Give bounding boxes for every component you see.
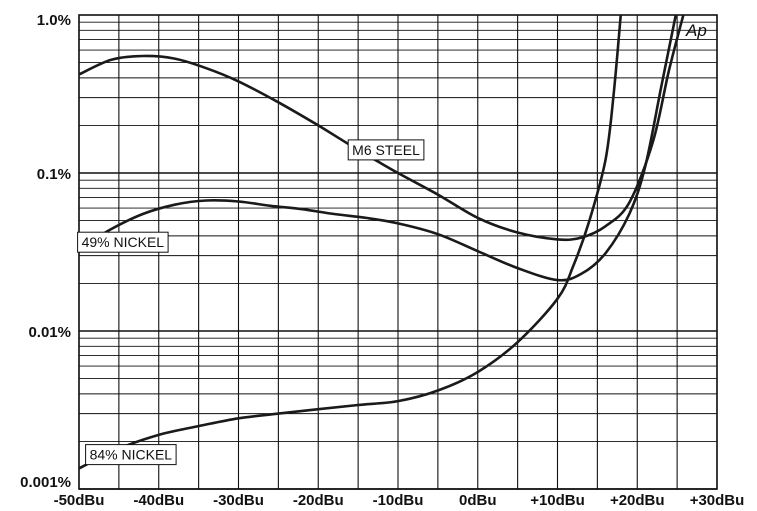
series-line-49-nickel	[79, 15, 678, 282]
series-label-49-nickel: 49% NICKEL	[77, 231, 169, 253]
x-tick-label: +30dBu	[690, 492, 745, 509]
x-tick-label: -20dBu	[293, 492, 344, 509]
series-label-box	[85, 444, 177, 466]
x-tick-label: -30dBu	[213, 492, 264, 509]
y-tick-label: 0.001%	[20, 474, 71, 491]
x-tick-label: -50dBu	[54, 492, 105, 509]
series-line-84-nickel	[79, 15, 623, 470]
x-tick-label: +10dBu	[530, 492, 585, 509]
series-label-84-nickel: 84% NICKEL	[85, 444, 177, 466]
grid-lines	[78, 15, 718, 490]
series-label-text: 84% NICKEL	[90, 447, 173, 463]
y-axis-tick-labels: 1.0% 0.1% 0.01% 0.001%	[20, 12, 71, 491]
series-labels: M6 STEEL 49% NICKEL 84% NICKEL	[77, 139, 425, 466]
y-tick-label: 0.01%	[28, 324, 71, 341]
x-tick-label: 0dBu	[459, 492, 497, 509]
y-tick-label: 1.0%	[37, 12, 71, 29]
x-tick-label: +20dBu	[610, 492, 665, 509]
series-lines	[79, 15, 685, 470]
series-label-m6-steel: M6 STEEL	[347, 139, 425, 161]
series-label-box	[347, 139, 425, 161]
x-tick-label: -10dBu	[373, 492, 424, 509]
series-label-text: M6 STEEL	[352, 142, 420, 158]
series-line-m6-steel	[79, 15, 685, 242]
series-label-text: 49% NICKEL	[82, 234, 165, 250]
y-tick-label: 0.1%	[37, 166, 71, 183]
x-axis-tick-labels: -50dBu -40dBu -30dBu -20dBu -10dBu 0dBu +10dBu…	[54, 492, 745, 509]
x-tick-label: -40dBu	[133, 492, 184, 509]
series-label-box	[77, 231, 169, 253]
ap-logo: Ap	[685, 21, 707, 40]
